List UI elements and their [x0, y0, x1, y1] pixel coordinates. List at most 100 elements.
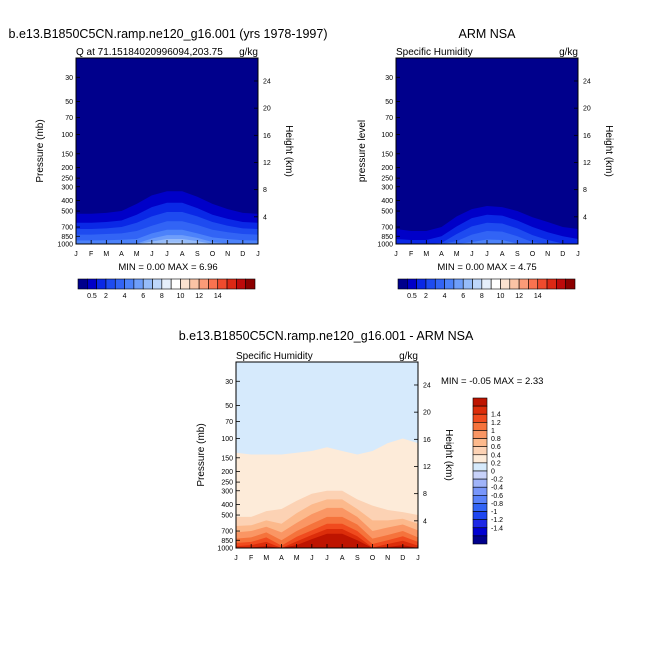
- p2-month-tick-label: N: [545, 251, 550, 258]
- p2-colorbar-box: [472, 278, 483, 290]
- panel-3-units: g/kg: [399, 351, 418, 362]
- panel-2-plot: [396, 58, 578, 244]
- p2-colorbar-box: [453, 278, 464, 290]
- p1-pressure-tick-label: 400: [61, 198, 73, 205]
- p1-colorbar-box: [217, 278, 228, 290]
- panel-1-plot: [76, 58, 258, 244]
- panel-2-colorbar-labels: 0.5 2 4 6 8 10 12 14: [407, 293, 542, 300]
- p3-contour-level-8: [236, 533, 418, 548]
- p3-month-tick-label: O: [370, 555, 376, 562]
- p1-colorbar-box: [87, 278, 97, 290]
- p3-height-tick-label: 4: [423, 518, 427, 525]
- panel-3: b.e13.B1850C5CN.ramp.ne120_g16.001 - ARM…: [179, 329, 544, 562]
- panel-3-colorbar-labels: 1.41.210.80.60.40.20-0.2-0.4-0.6-0.8-1-1…: [491, 412, 503, 533]
- p1-month-tick-label: A: [119, 251, 124, 258]
- panel-3-plot: [236, 362, 418, 548]
- p2-pressure-tick-label: 1000: [377, 242, 393, 249]
- p2-height-tick-label: 24: [583, 78, 591, 85]
- p2-colorbar-box: [416, 278, 427, 290]
- p1-height-tick-label: 8: [263, 187, 267, 194]
- p1-colorbar-box: [133, 278, 144, 290]
- p3-colorbar-box: [472, 470, 488, 480]
- p1-colorbar-box: [226, 278, 237, 290]
- p1-height-tick-label: 16: [263, 133, 271, 140]
- p3-month-tick-label: A: [340, 555, 345, 562]
- p2-colorbar-box: [537, 278, 548, 290]
- p2-pressure-tick-label: 500: [381, 209, 393, 216]
- p1-month-tick-label: J: [74, 251, 78, 258]
- p1-colorbar-box: [142, 278, 153, 290]
- panel-1-title: b.e13.B1850C5CN.ramp.ne120_g16.001 (yrs …: [9, 27, 328, 41]
- p2-contour-level-4: [396, 231, 578, 244]
- p2-month-tick-label: J: [485, 251, 489, 258]
- p3-colorbar-box: [472, 511, 488, 520]
- p3-colorbar-box: [472, 535, 488, 545]
- p3-month-tick-label: N: [385, 555, 390, 562]
- panel-2-ylabel: pressure level: [357, 120, 368, 182]
- p2-colorbar-label: 6: [461, 293, 465, 300]
- p2-height-tick-label: 16: [583, 133, 591, 140]
- p3-pressure-tick-label: 200: [221, 469, 233, 476]
- p3-colorbar-box: [472, 413, 488, 423]
- p3-colorbar-box: [472, 454, 488, 464]
- p2-pressure-tick-label: 700: [381, 225, 393, 232]
- p3-pressure-tick-label: 300: [221, 488, 233, 495]
- p3-colorbar-label: 0.2: [491, 460, 501, 467]
- p1-colorbar-box: [236, 278, 246, 290]
- p1-pressure-tick-label: 250: [61, 176, 73, 183]
- p1-colorbar-box: [161, 278, 172, 290]
- p3-month-tick-label: J: [416, 555, 420, 562]
- p1-colorbar-box: [170, 278, 181, 290]
- p3-pressure-tick-label: 1000: [217, 546, 233, 553]
- p1-pressure-tick-label: 500: [61, 209, 73, 216]
- p1-colorbar-box: [152, 278, 163, 290]
- p1-colorbar-label: 0.5: [87, 293, 97, 300]
- p2-colorbar-label: 8: [480, 293, 484, 300]
- p2-colorbar-box: [407, 278, 417, 290]
- p1-month-tick-label: A: [180, 251, 185, 258]
- p1-month-tick-label: J: [256, 251, 260, 258]
- p1-colorbar-box: [198, 278, 209, 290]
- p3-colorbar-label: -0.2: [491, 477, 503, 484]
- p3-colorbar-box: [472, 495, 488, 504]
- p3-month-tick-label: A: [279, 555, 284, 562]
- p3-colorbar-box: [472, 430, 488, 439]
- p1-month-tick-label: M: [134, 251, 140, 258]
- panel-3-ylabel: Pressure (mb): [196, 423, 207, 486]
- p3-height-tick-label: 12: [423, 464, 431, 471]
- p3-pressure-tick-label: 700: [221, 529, 233, 536]
- panel-1-left-string: Q at 71.15184020996094,203.75: [76, 47, 223, 58]
- panel-1-height-ticks: 4 8 12 16 20 24: [254, 78, 271, 221]
- p1-colorbar-box: [114, 278, 125, 290]
- p1-month-tick-label: S: [195, 251, 200, 258]
- p1-month-tick-label: J: [150, 251, 154, 258]
- panel-1-colorbar-labels: 0.5 2 4 6 8 10 12 14: [87, 293, 222, 300]
- panel-2-ylabel-right: Height (km): [603, 125, 614, 177]
- p1-pressure-tick-label: 200: [61, 165, 73, 172]
- p2-pressure-tick-label: 50: [385, 99, 393, 106]
- p1-pressure-tick-label: 100: [61, 132, 73, 139]
- panel-3-title: b.e13.B1850C5CN.ramp.ne120_g16.001 - ARM…: [179, 329, 474, 343]
- p1-colorbar-box: [180, 278, 191, 290]
- panel-2-units: g/kg: [559, 47, 578, 58]
- panel-3-minmax: MIN = -0.05 MAX = 2.33: [441, 376, 543, 387]
- panel-1-colorbar: [77, 278, 256, 290]
- p3-height-tick-label: 24: [423, 382, 431, 389]
- panel-1: b.e13.B1850C5CN.ramp.ne120_g16.001 (yrs …: [9, 27, 328, 300]
- p1-pressure-tick-label: 70: [65, 115, 73, 122]
- p2-pressure-tick-label: 850: [381, 234, 393, 241]
- p2-colorbar-box: [462, 278, 473, 290]
- p3-month-tick-label: J: [310, 555, 314, 562]
- p2-month-tick-label: J: [470, 251, 474, 258]
- p3-month-tick-label: M: [294, 555, 300, 562]
- p1-pressure-tick-label: 30: [65, 75, 73, 82]
- p3-month-tick-label: S: [355, 555, 360, 562]
- p3-colorbar-label: 1.4: [491, 412, 501, 419]
- p1-colorbar-label: 6: [141, 293, 145, 300]
- p1-pressure-tick-label: 1000: [57, 242, 73, 249]
- p1-month-tick-label: M: [103, 251, 109, 258]
- p1-pressure-tick-label: 700: [61, 225, 73, 232]
- p3-pressure-tick-label: 850: [221, 538, 233, 545]
